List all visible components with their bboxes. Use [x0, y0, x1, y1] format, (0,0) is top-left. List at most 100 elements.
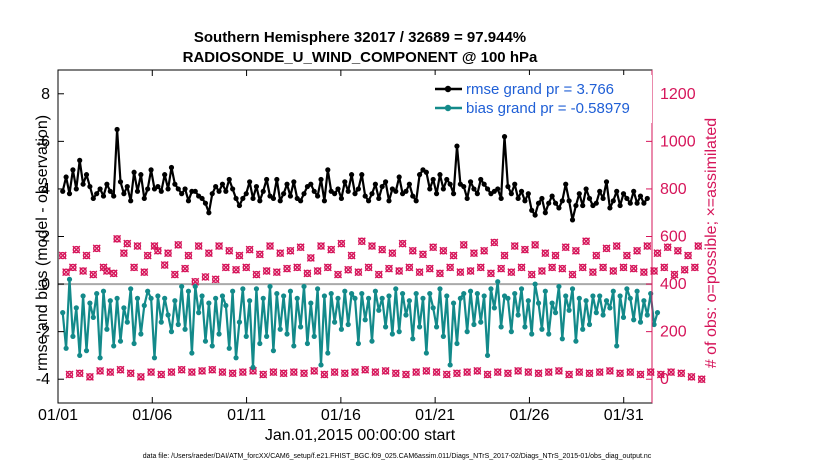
obs-count-marker [126, 369, 135, 378]
bias-point [355, 340, 361, 347]
bias-point [365, 295, 372, 301]
bias-point [399, 290, 406, 297]
bias-point [634, 288, 640, 294]
bias-point [291, 343, 297, 349]
bias-point [406, 298, 412, 304]
rmse-point [410, 193, 416, 199]
obs-count-marker [527, 270, 536, 279]
right-tick-label: 800 [660, 181, 687, 198]
obs-count-marker [147, 368, 156, 377]
x-tick-label: 01/31 [604, 407, 644, 424]
left-tick-label: 6 [41, 133, 50, 150]
obs-count-marker [293, 263, 302, 272]
legend-rmse-marker [444, 85, 452, 93]
obs-count-marker [466, 266, 475, 275]
obs-count-marker [541, 249, 550, 258]
obs-count-marker [551, 251, 560, 260]
bias-point [389, 331, 395, 337]
rmse-point [539, 195, 545, 202]
bias-point [216, 331, 222, 337]
obs-count-marker [514, 366, 523, 375]
rmse-point [501, 134, 508, 140]
rmse-point [624, 195, 630, 202]
rmse-point [464, 195, 470, 202]
bias-point [243, 333, 249, 339]
obs-count-marker [208, 365, 217, 374]
rmse-point [359, 172, 365, 178]
obs-count-marker [398, 239, 407, 248]
rmse-point [338, 195, 345, 202]
rmse-point [423, 169, 429, 175]
rmse-point [617, 202, 623, 209]
rmse-point [216, 188, 222, 194]
bias-point [151, 355, 158, 361]
right-tick-label: 1000 [660, 133, 696, 150]
obs-count-marker [184, 251, 193, 260]
obs-count-marker [317, 242, 326, 251]
bias-point [196, 310, 202, 316]
obs-count-marker [531, 240, 540, 249]
bias-point [430, 305, 436, 311]
rmse-point [556, 205, 562, 211]
rmse-point [474, 191, 480, 197]
bias-point [583, 298, 589, 304]
bias-line [61, 278, 659, 369]
bias-point [308, 300, 314, 306]
rmse-point [209, 191, 215, 197]
obs-count-marker [266, 242, 275, 251]
obs-count-marker [96, 366, 105, 375]
obs-count-marker [429, 243, 438, 252]
bias-point [321, 293, 328, 299]
bias-point [379, 295, 385, 301]
obs-count-marker [133, 242, 142, 251]
obs-count-marker [418, 250, 427, 259]
rmse-point [586, 195, 593, 202]
rmse-point [240, 195, 246, 202]
bias-point [117, 338, 124, 344]
rmse-point [614, 188, 620, 194]
rmse-point [148, 167, 154, 173]
rmse-point [345, 188, 351, 194]
obs-count-marker [65, 370, 74, 379]
obs-count-marker [575, 368, 584, 377]
bias-point [522, 324, 528, 330]
obs-count-marker [215, 242, 224, 251]
bias-point [580, 326, 586, 332]
x-tick-label: 01/26 [509, 407, 549, 424]
rmse-point [484, 186, 491, 192]
obs-count-marker [486, 269, 495, 278]
obs-count-marker [85, 372, 94, 381]
bias-point [488, 286, 494, 292]
obs-count-marker [211, 275, 220, 284]
obs-count-marker [646, 368, 655, 377]
rmse-point [308, 181, 314, 187]
bias-point [648, 290, 654, 297]
obs-count-marker [164, 249, 173, 258]
rmse-point [437, 172, 443, 178]
bias-point [332, 319, 338, 325]
obs-count-marker [269, 368, 278, 377]
bias-point [362, 317, 368, 323]
obs-count-marker [690, 263, 699, 272]
bias-point [257, 340, 263, 347]
rmse-point [141, 195, 147, 202]
legend-bias-label: bias grand pr = -0.58979 [466, 100, 630, 117]
bias-point [162, 295, 168, 301]
bias-point [546, 331, 552, 337]
rmse-point [542, 210, 548, 216]
bias-point [209, 343, 215, 349]
rmse-point [182, 186, 188, 192]
rmse-point [576, 191, 582, 197]
bias-point [433, 324, 440, 330]
bias-point [175, 321, 181, 328]
left-tick-label: 8 [41, 86, 50, 103]
bias-point [420, 295, 426, 301]
bias-point [145, 288, 151, 294]
obs-count-marker [500, 251, 509, 260]
rmse-point [644, 195, 650, 202]
obs-count-marker [480, 246, 489, 255]
obs-count-marker [384, 264, 393, 273]
obs-count-marker [602, 244, 611, 253]
obs-count-marker [157, 370, 166, 379]
